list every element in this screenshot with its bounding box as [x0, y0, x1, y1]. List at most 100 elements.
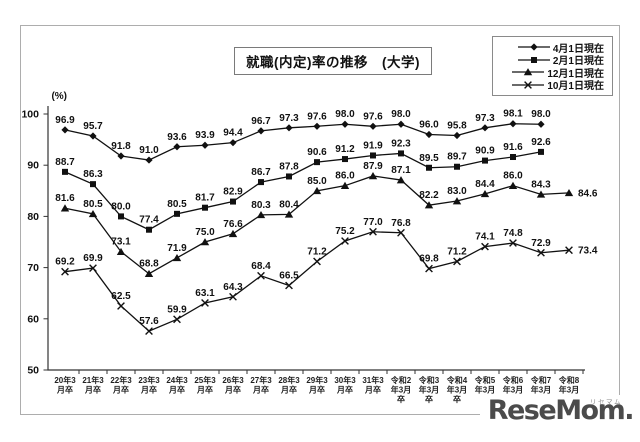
point-value-label: 77.4: [139, 215, 159, 226]
x-marker-icon: [369, 227, 377, 236]
legend-label: 12月1日現在: [547, 68, 604, 80]
point-value-label: 95.8: [447, 121, 467, 132]
diamond-marker-icon: [369, 122, 377, 130]
y-axis-tick-label: 80: [27, 211, 39, 223]
legend-row: 12月1日現在: [498, 66, 604, 80]
legend-label: 2月1日現在: [552, 56, 604, 68]
point-value-label: 75.0: [195, 227, 215, 238]
x-marker-icon: [61, 267, 69, 276]
point-value-label: 98.0: [391, 109, 411, 120]
point-value-label: 81.6: [55, 193, 75, 204]
point-value-label: 80.5: [83, 199, 103, 210]
diamond-marker-icon: [341, 120, 349, 128]
triangle-marker-icon: [508, 181, 518, 189]
point-value-label: 88.7: [55, 157, 75, 168]
point-value-label: 69.2: [55, 257, 75, 268]
x-axis-category-label: 月卒: [336, 385, 353, 395]
point-value-label: 73.4: [578, 246, 598, 257]
x-marker-icon: [425, 264, 433, 273]
point-value-label: 82.9: [223, 187, 243, 198]
x-marker-icon: [201, 299, 209, 307]
triangle-marker-icon: [480, 189, 490, 198]
y-axis-unit-label: (%): [51, 91, 67, 102]
triangle-marker-icon: [116, 247, 126, 256]
x-axis-category-label: 令和2: [390, 375, 412, 385]
point-value-label: 90.9: [475, 146, 495, 157]
x-marker-icon: [524, 80, 533, 89]
point-value-label: 85.0: [307, 176, 327, 187]
legend-row: 10月1日現在: [498, 79, 604, 92]
x-marker-icon: [173, 315, 181, 324]
x-marker-icon: [509, 239, 517, 247]
point-value-label: 84.6: [578, 188, 598, 199]
x-marker-icon: [117, 302, 125, 310]
x-axis-category-label: 月卒: [168, 385, 185, 395]
square-legend-icon: [517, 56, 550, 63]
diamond-marker-icon: [229, 139, 237, 147]
x-marker-icon: [537, 248, 545, 257]
diamond-marker-icon: [201, 141, 209, 149]
diamond-marker-icon: [425, 130, 433, 139]
point-value-label: 81.7: [195, 193, 215, 204]
point-value-label: 93.9: [195, 130, 215, 141]
square-marker-icon: [510, 154, 516, 161]
square-marker-icon: [482, 157, 488, 164]
x-axis-category-label: 年3月: [475, 385, 495, 395]
diamond-marker-icon: [89, 132, 97, 140]
point-value-label: 97.3: [279, 113, 299, 124]
x-axis-category-label: 24年3: [166, 375, 188, 385]
diamond-marker-icon: [530, 43, 538, 51]
diamond-marker-icon: [257, 127, 265, 135]
x-axis-category-label: 月卒: [364, 385, 381, 395]
x-axis-category-label: 令和5: [474, 375, 496, 385]
x-axis-category-label: 令和3: [418, 375, 440, 385]
x-marker-icon: [481, 242, 489, 251]
square-marker-icon: [538, 148, 544, 155]
square-marker-icon: [314, 159, 320, 166]
point-value-label: 62.5: [111, 291, 131, 302]
y-axis-tick-label: 50: [27, 365, 39, 377]
x-marker-icon: [257, 271, 265, 280]
triangle-marker-icon: [564, 188, 574, 197]
x-marker-icon: [453, 257, 461, 266]
point-value-label: 91.8: [111, 141, 131, 152]
square-marker-icon: [174, 210, 180, 217]
x-axis-category-label: 月卒: [196, 385, 213, 395]
y-axis-tick-label: 70: [27, 262, 39, 274]
x-axis-category-label: 31年3: [362, 375, 384, 385]
diamond-marker-icon: [453, 131, 461, 140]
point-value-label: 91.0: [139, 145, 159, 156]
x-axis-category-label: 年3月: [559, 385, 579, 395]
square-marker-icon: [426, 164, 432, 171]
x-axis-category-label: 20年3: [54, 375, 76, 385]
x-axis-category-label: 年3月: [419, 385, 439, 395]
triangle-marker-icon: [396, 176, 406, 184]
point-value-label: 77.0: [363, 217, 383, 228]
point-value-label: 71.2: [307, 246, 327, 257]
point-value-label: 98.1: [503, 109, 523, 120]
x-marker-icon: [565, 246, 573, 255]
diamond-marker-icon: [313, 122, 321, 130]
x-axis-category-label: 22年3: [110, 375, 132, 385]
point-value-label: 96.0: [419, 119, 439, 130]
point-value-label: 72.9: [531, 238, 551, 249]
x-marker-icon: [89, 264, 97, 273]
y-axis-tick-label: 90: [27, 160, 39, 172]
x-axis-category-label: 月卒: [252, 385, 269, 395]
x-legend-icon: [512, 80, 545, 89]
point-value-label: 84.4: [475, 179, 495, 190]
point-value-label: 96.7: [251, 116, 271, 127]
point-value-label: 91.6: [503, 142, 523, 153]
x-axis-category-label: 月卒: [308, 385, 325, 395]
triangle-marker-icon: [452, 197, 462, 205]
legend-label: 10月1日現在: [547, 81, 604, 93]
x-marker-icon: [341, 237, 349, 245]
point-value-label: 76.8: [391, 218, 411, 229]
x-axis-category-label: 令和7: [530, 375, 552, 385]
point-value-label: 69.8: [419, 254, 439, 265]
point-value-label: 87.9: [363, 161, 383, 172]
point-value-label: 97.6: [307, 111, 327, 122]
x-axis-category-label: 年3月: [531, 385, 551, 395]
